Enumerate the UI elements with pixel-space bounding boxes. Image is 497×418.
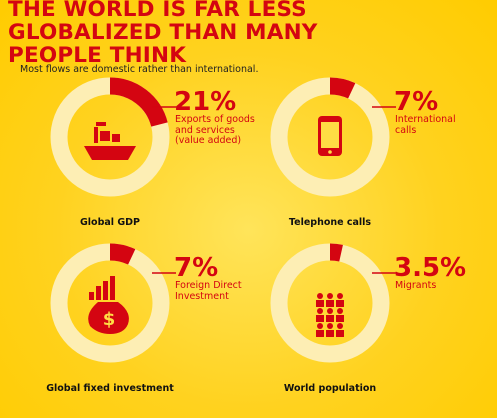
investment-icon: $ bbox=[88, 276, 129, 334]
donut-label: World population bbox=[283, 383, 377, 394]
icons: $ bbox=[84, 116, 344, 337]
svg-text:$: $ bbox=[103, 309, 116, 330]
value-label: 7% bbox=[174, 253, 219, 283]
donut-segment bbox=[50, 77, 170, 197]
description: Exports of goods and services (value add… bbox=[175, 114, 255, 146]
donut-segment bbox=[50, 243, 170, 363]
donut-segment bbox=[270, 243, 390, 363]
phone-icon bbox=[318, 116, 342, 156]
description: International calls bbox=[395, 114, 456, 136]
ship-icon bbox=[84, 122, 136, 160]
subtitle: Most flows are domestic rather than inte… bbox=[20, 64, 259, 75]
value-label: 3.5% bbox=[394, 253, 467, 283]
donut-label: Global GDP bbox=[79, 217, 140, 228]
value-label: 7% bbox=[394, 87, 439, 117]
donut-label: Telephone calls bbox=[288, 217, 372, 228]
donut-label: Global fixed investment bbox=[46, 383, 174, 394]
donut-segment bbox=[270, 77, 390, 197]
people-icon bbox=[316, 293, 344, 337]
value-label: 21% bbox=[174, 87, 237, 117]
description: Migrants bbox=[395, 280, 437, 291]
description: Foreign Direct Investment bbox=[175, 280, 242, 302]
title: THE WORLD IS FAR LESS GLOBALIZED THAN MA… bbox=[8, 0, 318, 68]
